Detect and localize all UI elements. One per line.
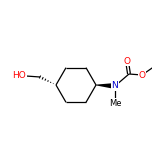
Text: N: N — [112, 81, 118, 90]
Polygon shape — [96, 83, 115, 89]
Text: Me: Me — [109, 99, 121, 108]
Text: HO: HO — [12, 71, 26, 81]
Text: O: O — [123, 57, 131, 66]
Text: O: O — [138, 71, 145, 79]
